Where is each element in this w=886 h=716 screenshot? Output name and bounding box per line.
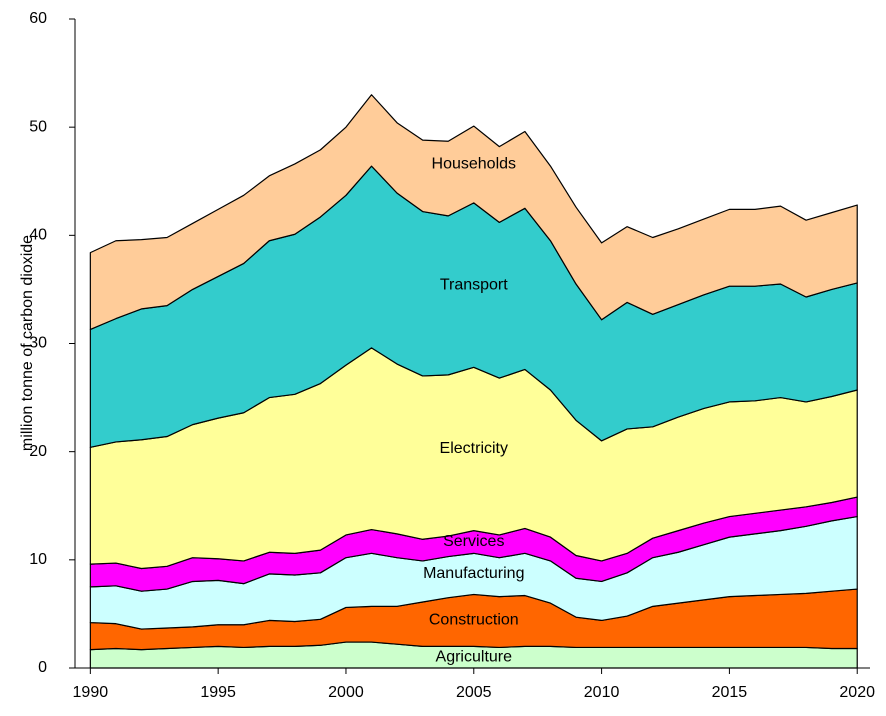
x-tick-label: 2000 bbox=[328, 684, 364, 701]
y-tick-label: 10 bbox=[29, 551, 47, 568]
series-label: Agriculture bbox=[436, 648, 513, 665]
series-label: Transport bbox=[440, 276, 508, 293]
area bbox=[89, 94, 858, 331]
x-tick-label: 2020 bbox=[839, 684, 875, 701]
y-axis-label: million tonne of carbon dioxide bbox=[19, 235, 36, 451]
x-tick-label: 1990 bbox=[73, 684, 109, 701]
y-tick-label: 20 bbox=[29, 443, 47, 460]
y-tick-label: 50 bbox=[29, 118, 47, 135]
series-label: Electricity bbox=[440, 440, 508, 457]
x-tick-label: 2010 bbox=[584, 684, 620, 701]
y-tick-label: 0 bbox=[38, 659, 47, 676]
series-label: Households bbox=[432, 156, 517, 173]
x-tick-label: 2015 bbox=[712, 684, 748, 701]
series-label: Services bbox=[443, 533, 504, 550]
x-tick-label: 2005 bbox=[456, 684, 492, 701]
x-tick-label: 1995 bbox=[200, 684, 236, 701]
y-tick-label: 40 bbox=[29, 227, 47, 244]
y-tick-label: 30 bbox=[29, 335, 47, 352]
series-label: Construction bbox=[429, 612, 519, 629]
series-label: Manufacturing bbox=[423, 565, 524, 582]
y-tick-label: 60 bbox=[29, 10, 47, 27]
